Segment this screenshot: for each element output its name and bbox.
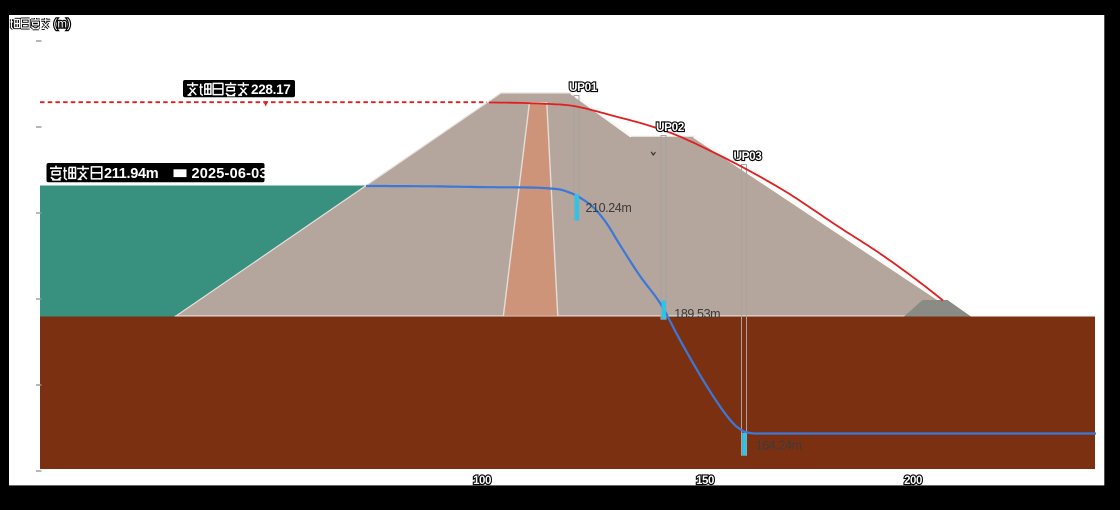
svg-text:228.17: 228.17 <box>251 82 291 97</box>
svg-text:210.24m: 210.24m <box>586 201 632 215</box>
svg-text:UP02: UP02 <box>656 120 685 134</box>
svg-text:100: 100 <box>473 475 491 487</box>
svg-text:150: 150 <box>696 475 714 487</box>
svg-text:2025-06-03: 2025-06-03 <box>192 166 268 182</box>
svg-text:UP01: UP01 <box>569 80 598 94</box>
svg-text:200: 200 <box>904 475 922 487</box>
svg-text:(m): (m) <box>54 19 71 31</box>
svg-text:211.94m: 211.94m <box>104 166 158 182</box>
svg-text:189.53m: 189.53m <box>674 307 720 321</box>
svg-text:UP03: UP03 <box>734 149 763 163</box>
svg-text:164.24m: 164.24m <box>756 438 802 452</box>
